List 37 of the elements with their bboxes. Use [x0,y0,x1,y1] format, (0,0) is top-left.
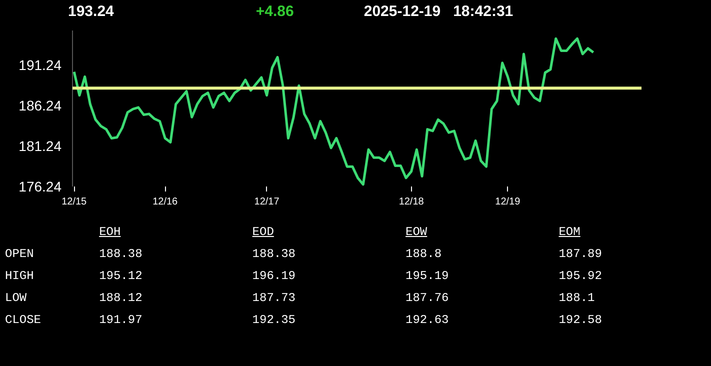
text: 188.38 [252,247,296,262]
category-label: EOH [98,224,122,242]
chart-title: 193.24 [68,3,114,20]
text: 196.19 [252,269,296,284]
category-label: LOW [5,291,27,306]
x-tick-label: 12/17 [254,196,280,208]
category-label: EOW [404,224,428,242]
category-label: EOD [251,224,275,242]
y-tick-label: 181.24 [18,138,62,154]
y-tick-label: 176.24 [18,178,62,194]
text: 2025-12-19 18:42:31 [364,3,514,20]
category-label: OPEN [5,247,34,262]
text: 192.58 [558,313,602,328]
y-tick-label: 186.24 [18,98,62,114]
text: 195.92 [558,269,602,284]
text: 187.76 [406,291,449,306]
chart-subtitle: +4.86 [256,3,294,20]
text: 192.63 [406,313,449,328]
text: 195.19 [406,269,449,284]
text: 188.38 [99,247,142,262]
text: 188.8 [406,247,442,262]
y-tick-label: 191.24 [18,57,62,74]
text: 195.12 [99,269,142,284]
text: 187.73 [252,291,296,306]
x-tick-label: 12/15 [62,196,88,208]
category-label: EOM [558,224,582,242]
line-series [72,37,595,186]
category-label: HIGH [5,269,34,284]
text: 187.89 [558,247,602,262]
text: 191.97 [99,313,142,328]
text: 192.35 [252,313,296,328]
x-tick-label: 12/16 [152,196,178,208]
text: 188.1 [558,291,595,306]
x-tick-label: 12/18 [398,196,424,208]
category-label: CLOSE [5,313,42,328]
text: 188.12 [99,291,142,306]
x-tick-label: 12/19 [495,196,521,208]
